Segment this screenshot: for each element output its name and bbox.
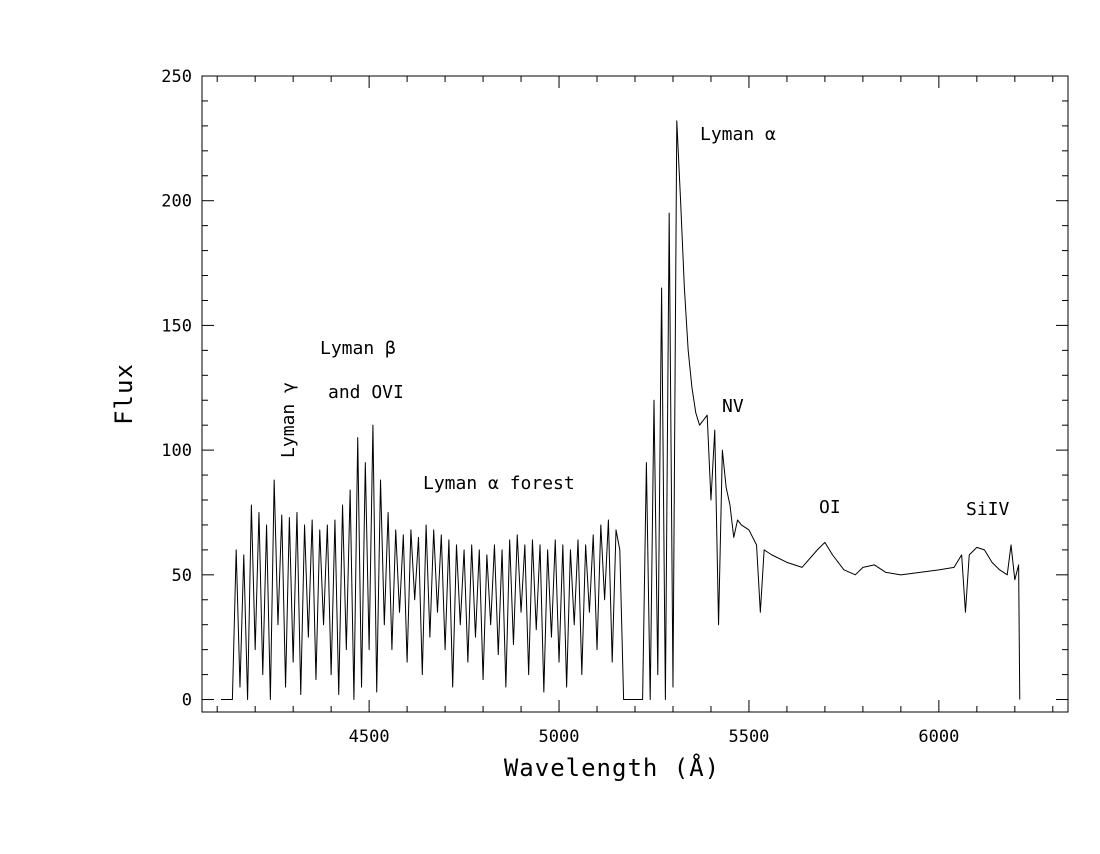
annotation: SiIV: [966, 499, 1010, 520]
y-tick-label: 250: [161, 67, 192, 87]
annotation: Lyman β: [320, 338, 396, 359]
spectrum-line: [220, 120, 1021, 701]
y-tick-label: 150: [161, 316, 192, 336]
y-tick-label: 200: [161, 192, 192, 212]
y-tick-label: 50: [172, 566, 192, 586]
annotation: Lyman α forest: [423, 473, 575, 494]
annotation: OI: [819, 497, 841, 518]
y-axis-label: Flux: [110, 363, 138, 425]
y-tick-label: 0: [182, 691, 192, 711]
annotation: and OVI: [328, 382, 404, 403]
annotation: NV: [722, 396, 744, 417]
y-tick-label: 100: [161, 441, 192, 461]
annotation: Lyman α: [700, 124, 776, 145]
x-tick-label: 6000: [918, 727, 959, 747]
x-axis-label: Wavelength (Å): [504, 753, 720, 782]
x-tick-label: 5500: [728, 727, 769, 747]
x-tick-label: 5000: [539, 727, 580, 747]
annotation: Lyman γ: [278, 382, 299, 458]
x-tick-label: 4500: [349, 727, 390, 747]
